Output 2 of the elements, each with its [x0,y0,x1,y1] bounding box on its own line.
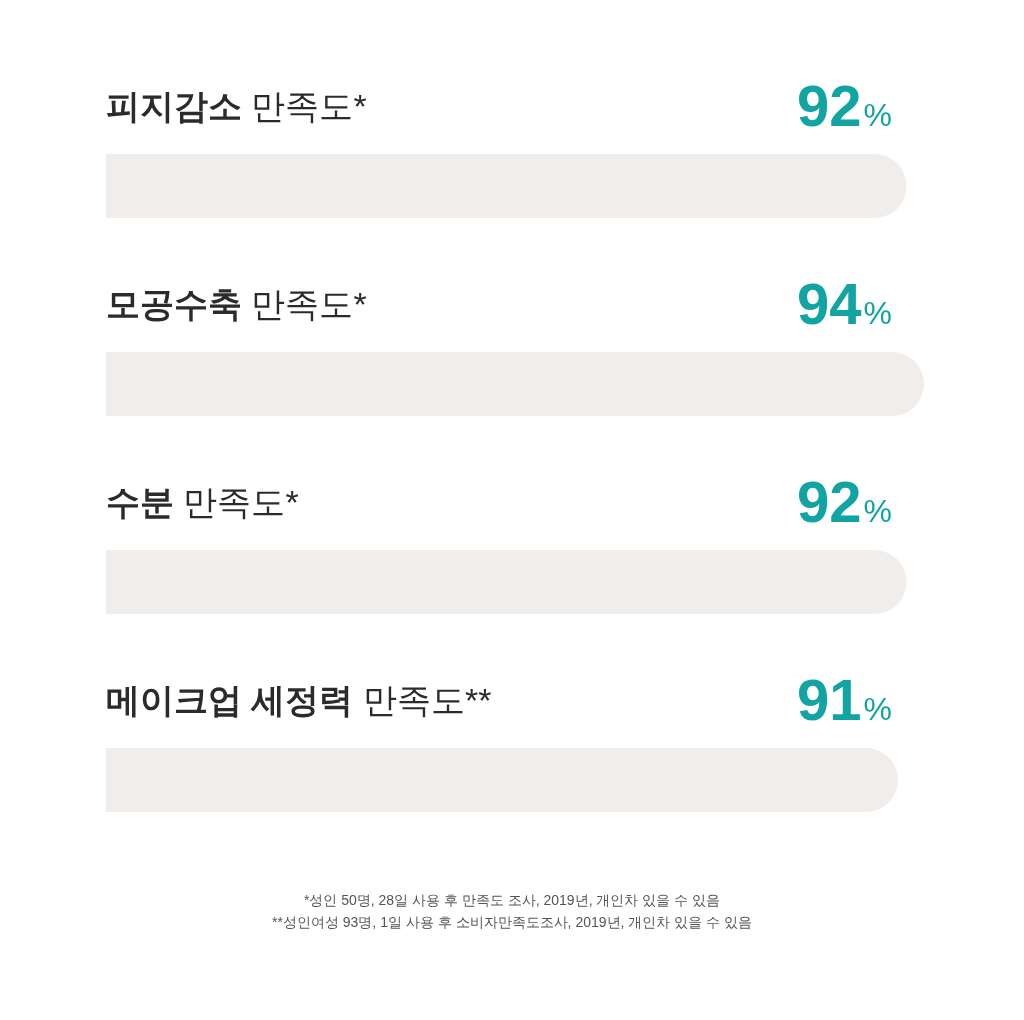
annotation: **성인여성 93명, 1일 사용 후 소비자만족도조사, 2019년, 개인차 있을 수 있음 [272,914,752,930]
annotation: *성인 50명, 28일 사용 후 만족도 조사, 2019년, 개인차 있을 수 있음 [303,892,721,908]
